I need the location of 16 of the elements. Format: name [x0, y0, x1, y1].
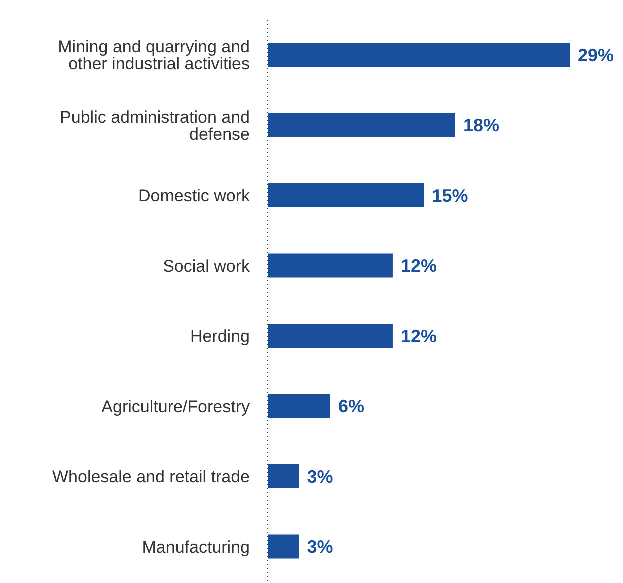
y-tick-label: Domestic work	[138, 186, 250, 206]
data-label: 3%	[307, 537, 334, 558]
data-label: 12%	[400, 256, 437, 276]
y-tick-label: Social work	[163, 256, 250, 276]
data-label: 6%	[338, 396, 364, 417]
data-label: 15%	[432, 186, 468, 206]
y-tick-label: Agriculture/Forestry	[102, 397, 250, 416]
y-tick-label: Herding	[190, 327, 250, 346]
y-tick-label: Wholesale and retail trade	[52, 468, 250, 487]
data-label: 18%	[463, 116, 500, 136]
data-label: 12%	[400, 326, 437, 346]
y-tick-label: Public administration and defense	[60, 108, 250, 144]
data-label: 3%	[307, 466, 334, 487]
data-label: 29%	[578, 45, 614, 66]
y-tick-label: Mining and quarrying and other industrial activities	[58, 38, 250, 74]
y-tick-label: Manufacturing	[142, 538, 250, 557]
